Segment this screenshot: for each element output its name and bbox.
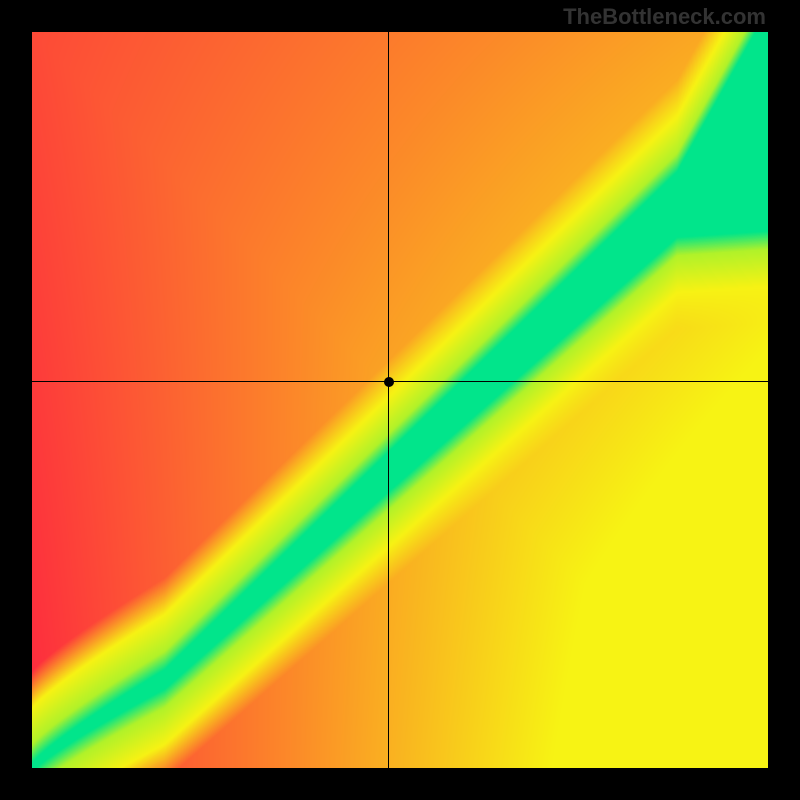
watermark-text: TheBottleneck.com: [563, 4, 766, 30]
bottleneck-heatmap: [32, 32, 768, 768]
crosshair-point: [384, 377, 394, 387]
crosshair-horizontal: [32, 381, 768, 382]
crosshair-vertical: [388, 32, 389, 768]
chart-container: TheBottleneck.com: [0, 0, 800, 800]
